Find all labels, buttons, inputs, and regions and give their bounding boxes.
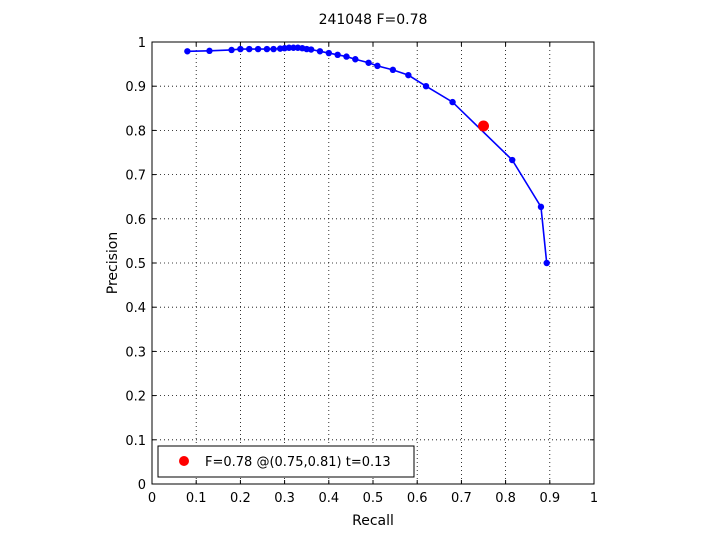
data-point — [334, 51, 341, 59]
x-tick-label: 0.9 — [539, 491, 560, 506]
y-tick-label: 0.9 — [125, 80, 146, 95]
y-tick-label: 0.8 — [125, 124, 146, 139]
data-point — [543, 259, 550, 267]
x-tick-label: 0.2 — [230, 491, 251, 506]
data-point — [365, 59, 372, 66]
x-axis-title: Recall — [352, 513, 394, 529]
data-point — [184, 48, 191, 55]
x-tick-label: 1 — [590, 491, 598, 506]
y-tick-label: 0.7 — [125, 169, 146, 184]
data-point — [246, 45, 253, 53]
data-point — [206, 47, 213, 55]
series — [184, 44, 550, 267]
data-point — [389, 66, 397, 74]
x-tick-label: 0.6 — [407, 491, 428, 506]
data-point — [509, 156, 516, 164]
data-point — [343, 53, 350, 60]
y-axis-title: Precision — [105, 232, 121, 294]
y-tick-label: 0.4 — [125, 301, 146, 316]
data-point — [254, 45, 262, 53]
legend-marker — [179, 456, 189, 466]
legend-label: F=0.78 @(0.75,0.81) t=0.13 — [205, 455, 391, 470]
x-tick-label: 0.7 — [451, 491, 472, 506]
y-tick-label: 0.3 — [125, 345, 146, 360]
ticks: 0 0.1 0.2 0.3 0.4 0.5 0.6 0.7 0.8 0.9 1 0 0.1 0.2 0.3 0… — [125, 36, 598, 506]
data-point — [449, 98, 456, 106]
y-tick-label: 0.2 — [125, 390, 146, 405]
data-point — [263, 45, 271, 53]
legend: F=0.78 @(0.75,0.81) t=0.13 — [157, 445, 415, 478]
x-tick-label: 0.5 — [363, 491, 384, 506]
y-tick-label: 1 — [138, 36, 146, 51]
x-tick-label: 0.1 — [186, 491, 207, 506]
legend-box — [157, 445, 415, 478]
data-point — [422, 83, 430, 90]
data-point — [537, 203, 545, 211]
data-point — [405, 71, 412, 79]
data-point — [270, 45, 277, 53]
x-tick-label: 0 — [148, 491, 156, 506]
y-tick-label: 0.1 — [125, 434, 146, 449]
y-tick-label: 0.6 — [125, 213, 146, 228]
chart-title: 241048 F=0.78 — [319, 12, 428, 28]
data-point — [352, 56, 359, 63]
y-tick-label: 0.5 — [125, 257, 146, 272]
data-point — [307, 46, 315, 53]
x-tick-label: 0.3 — [274, 491, 295, 506]
data-point — [290, 44, 297, 51]
data-point — [325, 49, 332, 57]
data-point — [316, 48, 324, 55]
best-f-point — [478, 120, 489, 132]
data-point — [374, 62, 381, 70]
x-tick-label: 0.8 — [495, 491, 516, 506]
x-tick-label: 0.4 — [318, 491, 339, 506]
data-point — [285, 44, 293, 51]
y-tick-label: 0 — [138, 478, 146, 493]
data-point — [228, 46, 235, 54]
data-point — [237, 45, 244, 53]
